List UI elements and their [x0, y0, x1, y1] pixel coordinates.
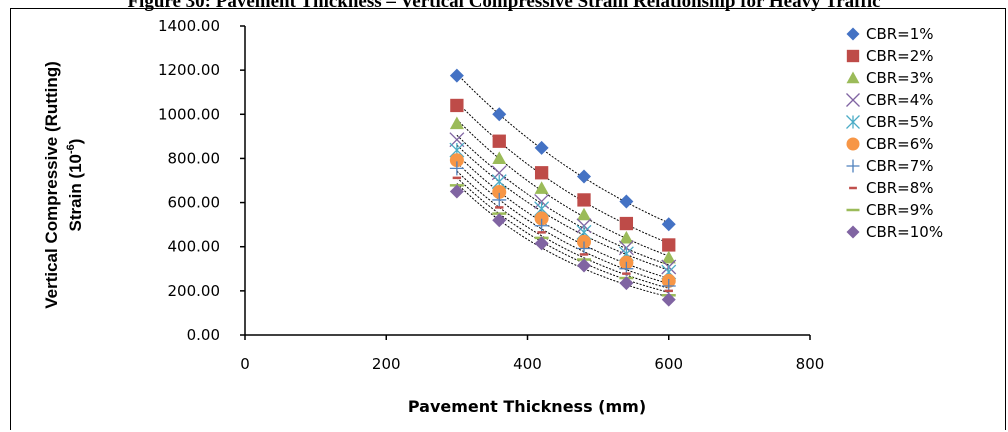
series-cbr1 — [449, 68, 676, 232]
figure-title: Figure 30: Pavement Thickness – Vertical… — [127, 0, 881, 12]
data-point — [534, 211, 549, 226]
y-axis-title: Vertical Compressive (Rutting) Strain (1… — [42, 61, 85, 309]
y-tick-label: 0.00 — [187, 326, 220, 344]
legend-label: CBR=9% — [866, 201, 934, 219]
data-point — [619, 216, 634, 231]
chart-frame — [10, 8, 1006, 430]
legend-label: CBR=3% — [866, 69, 934, 87]
data-point — [661, 292, 676, 307]
trendline-cbr5 — [456, 144, 669, 271]
legend-label: CBR=7% — [866, 157, 934, 175]
data-point — [534, 140, 549, 155]
data-point — [534, 194, 550, 209]
legend-marker — [846, 137, 860, 151]
trendline-cbr2 — [456, 101, 669, 244]
series-cbr3 — [449, 116, 676, 264]
x-tick-label: 400 — [513, 355, 542, 373]
x-tick-label: 200 — [372, 355, 401, 373]
y-tick-label: 1000.00 — [158, 105, 220, 123]
series-cbr7 — [449, 161, 676, 294]
legend-marker — [846, 159, 860, 173]
data-point — [661, 250, 676, 264]
trendline-cbr3 — [456, 119, 669, 257]
data-point — [577, 258, 591, 273]
data-point — [577, 207, 591, 221]
x-tick-label: 600 — [654, 355, 683, 373]
legend-label: CBR=1% — [866, 25, 934, 43]
y-tick-label: 800.00 — [168, 149, 221, 167]
data-point — [619, 276, 634, 291]
data-points — [449, 68, 677, 307]
data-point — [534, 181, 549, 194]
legend: CBR=1% CBR=2% CBR=3% CBR=4% CBR=5% CBR=6% CBR=… — [846, 25, 943, 241]
legend-label: CBR=5% — [866, 113, 934, 131]
x-tick-labels: 0 200 400 600 800 — [240, 335, 824, 373]
trendline-cbr9 — [456, 177, 669, 293]
y-tick-label: 600.00 — [168, 194, 221, 212]
x-tick-label: 800 — [796, 355, 825, 373]
y-tick-label: 1200.00 — [158, 61, 220, 79]
data-point — [449, 132, 465, 148]
series-cbr2 — [450, 98, 676, 252]
x-axis-title: Pavement Thickness (mm) — [408, 397, 646, 416]
y-tick-label: 200.00 — [168, 282, 221, 300]
series-cbr8 — [452, 176, 673, 293]
legend-marker — [846, 71, 860, 84]
data-point — [619, 194, 634, 209]
data-point — [449, 68, 464, 83]
y-axis-title-line2: Strain (10-6) — [65, 139, 85, 232]
x-tick-label: 0 — [240, 355, 250, 373]
legend-marker — [846, 93, 860, 107]
data-point — [534, 218, 549, 233]
legend-label: CBR=2% — [866, 47, 934, 65]
trendline-cbr8 — [456, 170, 669, 289]
data-point — [449, 153, 464, 168]
y-tick-label: 1400.00 — [158, 17, 220, 35]
data-point — [577, 169, 591, 184]
y-tick-label: 400.00 — [168, 238, 221, 256]
legend-marker — [846, 27, 860, 41]
legend-label: CBR=10% — [866, 223, 943, 241]
data-point — [492, 184, 507, 199]
y-axis-title-line1: Vertical Compressive (Rutting) — [42, 61, 61, 309]
legend-label: CBR=4% — [866, 91, 934, 109]
data-point — [619, 230, 634, 244]
data-point — [661, 217, 676, 232]
data-point — [492, 192, 507, 207]
axes — [244, 26, 810, 336]
legend-marker — [846, 49, 860, 63]
data-point — [492, 134, 506, 148]
series-cbr6 — [449, 153, 676, 288]
data-point — [662, 238, 676, 252]
data-point — [492, 151, 507, 165]
legend-label: CBR=6% — [866, 135, 934, 153]
series-cbr10 — [449, 184, 676, 307]
trendline-cbr1 — [456, 73, 670, 224]
trendline-cbr7 — [456, 162, 669, 285]
data-point — [492, 107, 507, 122]
data-point — [577, 241, 591, 256]
data-point — [449, 161, 464, 176]
data-point — [492, 213, 507, 228]
data-point — [449, 184, 464, 199]
data-point — [449, 116, 464, 130]
data-point — [450, 98, 464, 113]
y-tick-labels: 0.00 200.00 400.00 600.00 800.00 1000.00 1200.… — [158, 17, 245, 344]
legend-label: CBR=8% — [866, 179, 934, 197]
data-point — [534, 236, 549, 251]
legend-marker — [846, 115, 860, 129]
legend-marker — [846, 225, 860, 239]
data-point — [577, 193, 591, 207]
trendline-cbr6 — [456, 154, 669, 279]
trendline-cbr10 — [456, 183, 669, 298]
data-point — [534, 166, 549, 180]
trendline-cbr4 — [456, 134, 669, 266]
trendlines — [456, 73, 670, 298]
